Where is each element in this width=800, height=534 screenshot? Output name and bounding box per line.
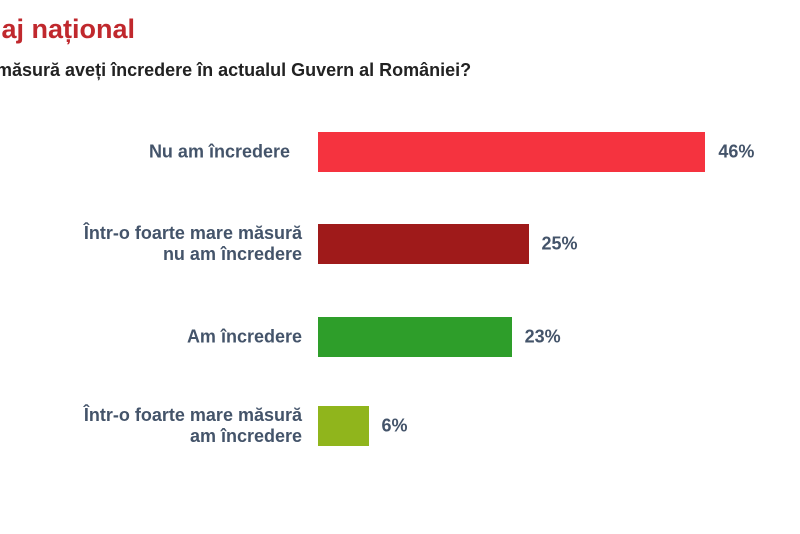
category-label: Într-o foarte mare măsură nu am încreder… [83, 223, 302, 264]
category-label: Am încredere [186, 326, 302, 347]
chart-title: laj național [0, 14, 136, 44]
bar [318, 317, 512, 357]
value-label: 23% [524, 326, 561, 347]
category-label: Nu am încredere [148, 141, 290, 162]
bar [318, 406, 369, 446]
value-label: 25% [541, 233, 578, 254]
bar [318, 224, 529, 264]
chart-subtitle: măsură aveți încredere în actualul Guver… [0, 60, 472, 80]
value-label: 6% [381, 415, 408, 436]
category-label: Într-o foarte mare măsură am încredere [83, 405, 302, 446]
value-label: 46% [718, 141, 755, 162]
bar [318, 132, 706, 172]
